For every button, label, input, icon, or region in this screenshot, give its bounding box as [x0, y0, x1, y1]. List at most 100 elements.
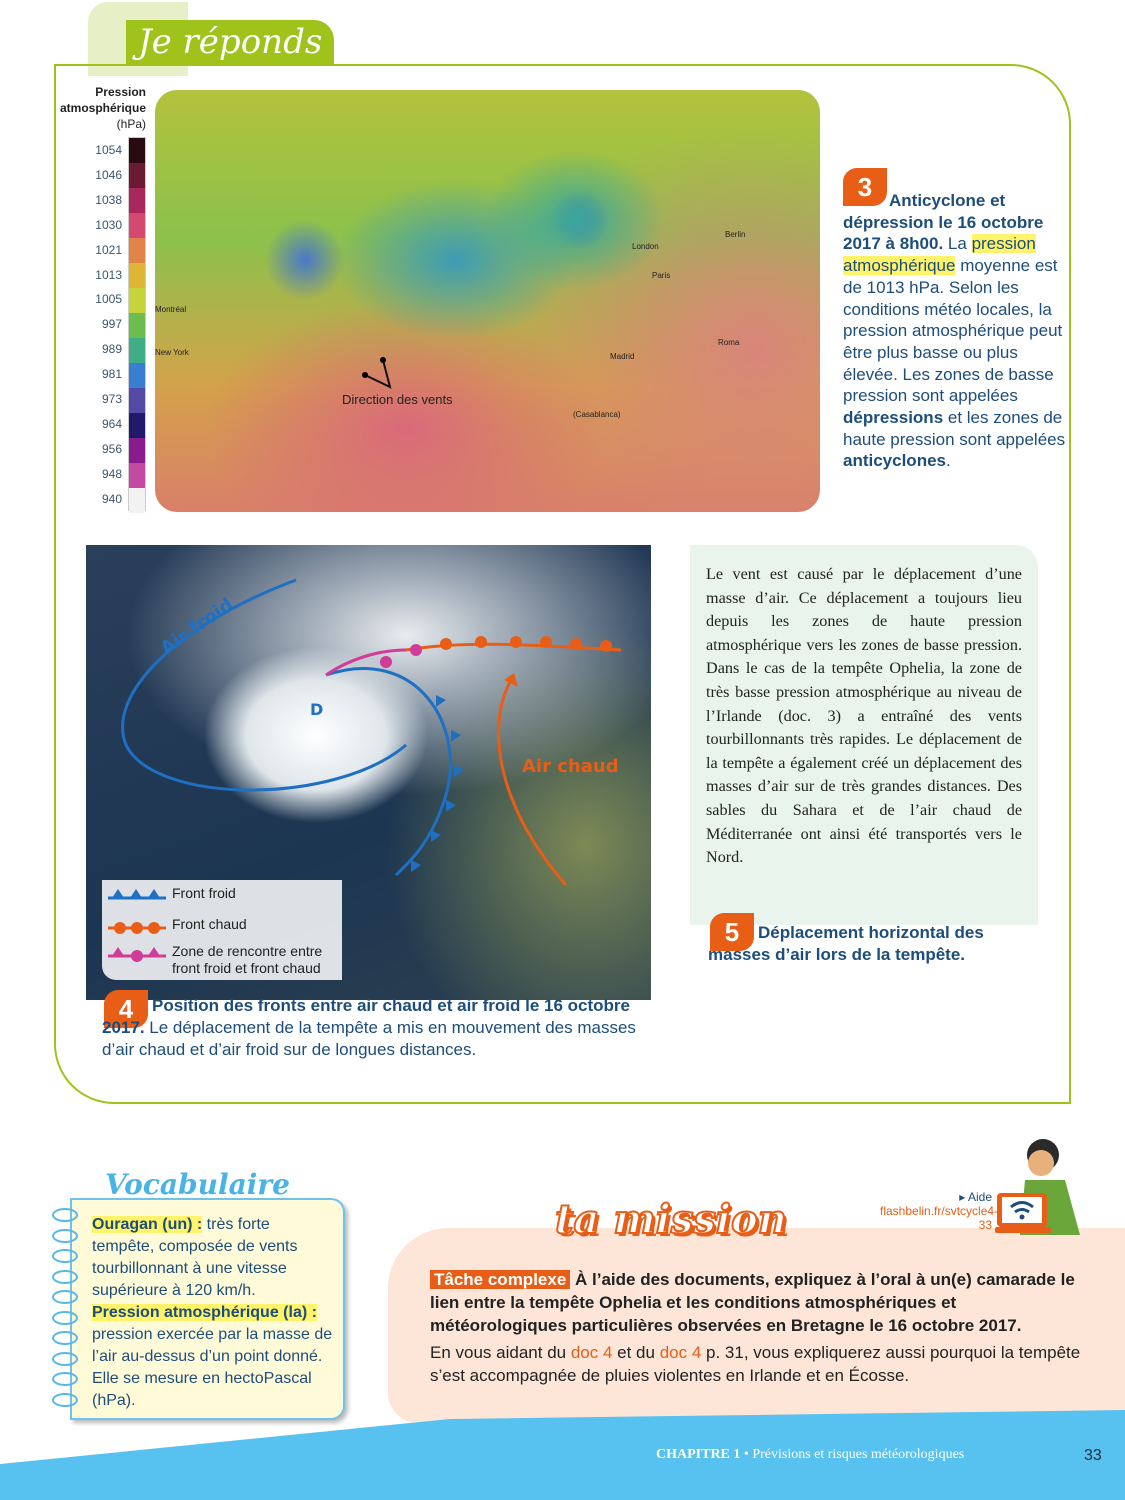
complex-task-badge: Tâche complexe: [430, 1270, 571, 1289]
help-url[interactable]: flashbelin.fr/svtcycle4-33: [880, 1204, 999, 1232]
pressure-tick: 1013: [95, 267, 122, 282]
spiral-ring: [52, 1228, 78, 1243]
pressure-swatch: [129, 313, 145, 338]
mission-panel: [388, 1228, 1125, 1423]
legend-occluded-front: Zone de rencontre entre front froid et f…: [172, 943, 323, 976]
pressure-swatch: [129, 463, 145, 488]
doc4-caption: Position des fronts entre air chaud et a…: [102, 995, 652, 1061]
pressure-swatch: [129, 338, 145, 363]
task-text: À l’aide des documents, expliquez à l’or…: [430, 1270, 1075, 1335]
caption-text: moyenne est de 1013 hPa. Selon les condi…: [843, 256, 1063, 406]
cold-front-mark: [446, 800, 456, 812]
pressure-tick: 1046: [95, 167, 122, 182]
legend-warm-front: Front chaud: [172, 916, 247, 932]
city-label: (Casablanca): [573, 410, 621, 419]
mission-hint: En vous aidant du doc 4 et du doc 4 p. 3…: [430, 1341, 1090, 1387]
pressure-swatch: [129, 238, 145, 263]
city-label: London: [632, 242, 659, 251]
warm-front-mark: [475, 636, 487, 648]
doc-number-4: 4: [104, 990, 148, 1028]
spiral-ring: [52, 1331, 78, 1345]
pressure-tick: 1021: [95, 242, 122, 257]
caption-title: Position des fronts entre air chaud et a…: [102, 996, 630, 1037]
city-label: Paris: [652, 271, 671, 280]
doc5-text: Le vent est causé par le déplacement d’u…: [690, 545, 1038, 925]
hint-text: En vous aidant du: [430, 1343, 571, 1362]
vocab-term: Pression atmosphérique (la) :: [92, 1304, 317, 1321]
city-label: Roma: [718, 338, 740, 347]
air-cold-label: Air froid: [157, 594, 237, 659]
cold-front-mark: [454, 765, 464, 777]
caption-text: La: [943, 234, 972, 254]
legend-cold-front: Front froid: [172, 885, 236, 901]
warm-front-mark: [600, 640, 612, 652]
pressure-color-scale: [128, 137, 146, 513]
legend-title-text: Pression atmosphérique: [59, 85, 146, 115]
caption-text: Le déplacement de la tempête a mis en mo…: [102, 1018, 636, 1059]
warm-front-mark: [510, 636, 522, 648]
caption-title: Déplacement horizontal des masses d’air …: [708, 923, 984, 964]
cold-front-mark: [436, 695, 446, 707]
fronts-legend: Front froid Front chaud Zone de rencontr…: [102, 880, 342, 980]
pressure-map: Montréal New York London Paris Berlin Ma…: [155, 90, 820, 512]
pressure-swatch: [129, 263, 145, 288]
spiral-ring: [52, 1290, 78, 1304]
pressure-legend-title: Pression atmosphérique (hPa): [56, 84, 146, 132]
city-label: Montréal: [155, 305, 187, 314]
help-link[interactable]: ▸ Aide flashbelin.fr/svtcycle4-33: [880, 1190, 999, 1232]
depression-marker: D: [310, 700, 323, 719]
fronts-overlay: Air froid Air chaud D: [121, 578, 622, 886]
vocabulary-box: Ouragan (un) : très forte tempête, compo…: [52, 1198, 345, 1420]
pressure-tick: 1038: [95, 192, 122, 207]
chapter-label: CHAPITRE 1: [656, 1447, 741, 1462]
section-title: Je réponds: [126, 20, 334, 66]
pressure-swatch: [129, 488, 145, 513]
wind-direction-icon: [362, 357, 392, 389]
cold-front-mark: [431, 830, 441, 842]
mission-task: Tâche complexe À l’aide des documents, e…: [430, 1268, 1090, 1337]
pressure-swatch: [129, 138, 145, 163]
page-number: 33: [1084, 1447, 1102, 1464]
doc-number-3: 3: [843, 168, 887, 206]
legend-unit: (hPa): [116, 117, 146, 131]
doc-number-5: 5: [710, 913, 754, 951]
vocab-entry: Pression atmosphérique (la) : pression e…: [92, 1302, 333, 1412]
mission-title: ta mission: [554, 1195, 788, 1244]
vocab-entry: Ouragan (un) : très forte tempête, compo…: [92, 1214, 333, 1302]
doc5-column: Le vent est causé par le déplacement d’u…: [690, 545, 1038, 966]
warm-front-mark: [440, 638, 452, 650]
cold-front-mark: [451, 730, 461, 742]
pressure-tick: 1054: [95, 143, 122, 157]
spiral-ring: [52, 1310, 78, 1325]
warm-front-mark: [570, 638, 582, 650]
doc5-caption: Déplacement horizontal des masses d’air …: [708, 913, 1038, 966]
pressure-swatch: [129, 188, 145, 213]
pressure-tick: 948: [101, 466, 122, 481]
pressure-tick: 989: [101, 342, 122, 357]
hint-text: et du: [612, 1343, 660, 1362]
vocab-definition: pression exercée par la masse de l’air a…: [92, 1326, 333, 1409]
caption-bold: anticyclones: [843, 451, 946, 471]
caption-title: Anticyclone et dépression le 16 octobre …: [843, 191, 1044, 254]
pressure-tick: 973: [101, 392, 122, 406]
spiral-ring: [52, 1208, 78, 1222]
city-label: Berlin: [725, 230, 746, 239]
help-label: ▸ Aide: [959, 1190, 992, 1204]
city-label: New York: [155, 348, 189, 357]
front-symbols-icon: [108, 889, 166, 962]
pressure-tick: 940: [101, 491, 122, 506]
doc-reference: doc 4: [570, 1343, 613, 1362]
doc3-caption: Anticyclone et dépression le 16 octobre …: [843, 190, 1068, 472]
pressure-tick: 1030: [95, 217, 122, 232]
warm-front-mark: [540, 636, 552, 648]
pressure-swatch: [129, 413, 145, 438]
hint-text: p. 31, vous expliquerez aussi pourquoi l…: [430, 1343, 1081, 1385]
pressure-swatch: [129, 363, 145, 388]
pressure-tick: 981: [101, 367, 122, 382]
spiral-ring: [52, 1351, 78, 1366]
spiral-ring: [52, 1269, 78, 1284]
vocabulary-title: Vocabulaire: [105, 1168, 290, 1201]
pressure-swatch: [129, 438, 145, 463]
pressure-swatch: [129, 388, 145, 413]
spiral-ring: [52, 1372, 78, 1386]
